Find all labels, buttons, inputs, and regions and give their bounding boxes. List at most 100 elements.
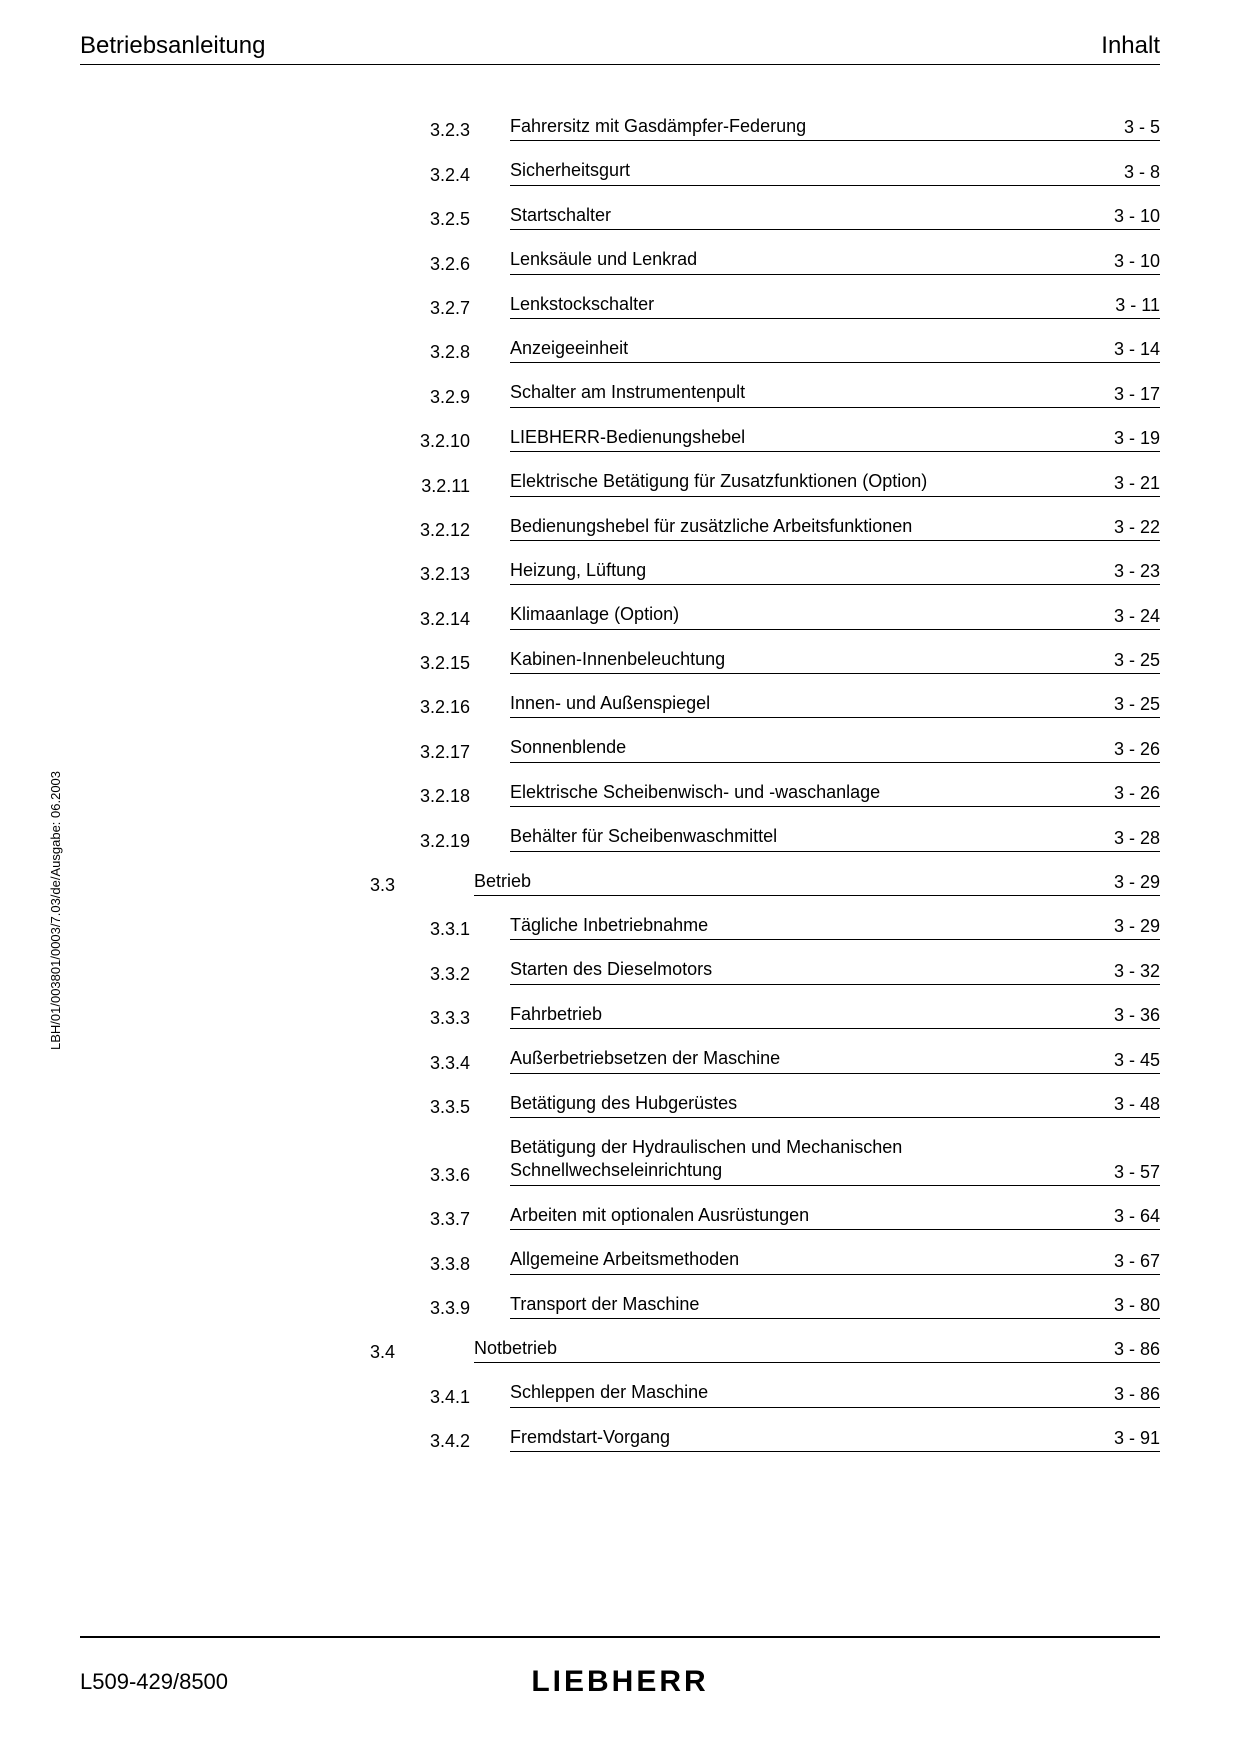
toc-number: 3.2.11 <box>370 476 510 497</box>
toc-row: 3.2.5Startschalter 3 - 10 <box>370 204 1160 230</box>
toc-row: 3.2.12Bedienungshebel für zusätzliche Ar… <box>370 515 1160 541</box>
toc-title: Elektrische Scheibenwisch- und -waschanl… <box>510 781 880 804</box>
toc-number: 3.2.9 <box>370 387 510 408</box>
toc-number: 3.2.5 <box>370 209 510 230</box>
toc-number: 3.2.6 <box>370 254 510 275</box>
toc-title: Heizung, Lüftung <box>510 559 646 582</box>
toc-row: 3.3.8Allgemeine Arbeitsmethoden3 - 67 <box>370 1248 1160 1274</box>
toc-section: 3.4 Notbetrieb 3 - 86 <box>370 1337 1160 1363</box>
toc-page: 3 - 91 <box>1102 1428 1160 1449</box>
toc-title: Schleppen der Maschine <box>510 1381 708 1404</box>
toc-row: 3.2.15Kabinen-Innenbeleuchtung3 - 25 <box>370 648 1160 674</box>
toc-page: 3 - 48 <box>1102 1094 1160 1115</box>
toc-section-number: 3.4 <box>370 1342 420 1363</box>
toc-entry: Fahrersitz mit Gasdämpfer-Federung 3 - 5 <box>510 115 1160 141</box>
toc-title: Sicherheitsgurt <box>510 159 630 182</box>
toc-row: 3.3.2Starten des Dieselmotors3 - 32 <box>370 958 1160 984</box>
toc-number: 3.2.8 <box>370 342 510 363</box>
toc-row: 3.2.10LIEBHERR-Bedienungshebel3 - 19 <box>370 426 1160 452</box>
toc-number: 3.4.1 <box>370 1387 510 1408</box>
toc-number: 3.3.2 <box>370 964 510 985</box>
toc-title: Betätigung der Hydraulischen und Mechani… <box>510 1136 1000 1183</box>
toc-page: 3 - 86 <box>1102 1384 1160 1405</box>
toc-row: 3.2.11Elektrische Betätigung für Zusatzf… <box>370 470 1160 496</box>
toc-number: 3.3.4 <box>370 1053 510 1074</box>
toc-page: 3 - 10 <box>1102 206 1160 227</box>
toc-entry: Außerbetriebsetzen der Maschine 3 - 45 <box>510 1047 1160 1073</box>
toc-title: Startschalter <box>510 204 611 227</box>
toc-number: 3.2.7 <box>370 298 510 319</box>
toc-title: Elektrische Betätigung für Zusatzfunktio… <box>510 470 927 493</box>
toc-page: 3 - 45 <box>1102 1050 1160 1071</box>
toc-number: 3.3.5 <box>370 1097 510 1118</box>
toc-section-title: Betrieb <box>474 870 531 893</box>
toc-page: 3 - 36 <box>1102 1005 1160 1026</box>
toc-title: Fahrbetrieb <box>510 1003 602 1026</box>
toc-row: 3.2.17Sonnenblende 3 - 26 <box>370 736 1160 762</box>
toc-row: 3.3.9Transport der Maschine3 - 80 <box>370 1293 1160 1319</box>
brand-logo: LIEBHERR <box>531 1665 708 1699</box>
toc-section-number: 3.3 <box>370 875 420 896</box>
toc-number: 3.2.14 <box>370 609 510 630</box>
toc-section-page: 3 - 29 <box>1102 872 1160 893</box>
toc-title: Sonnenblende <box>510 736 626 759</box>
toc-number: 3.4.2 <box>370 1431 510 1452</box>
toc-title: Betätigung des Hubgerüstes <box>510 1092 737 1115</box>
toc-row: 3.3.7Arbeiten mit optionalen Ausrüstunge… <box>370 1204 1160 1230</box>
toc-title: Kabinen-Innenbeleuchtung <box>510 648 725 671</box>
toc-page: 3 - 8 <box>1112 162 1160 183</box>
toc-page: 3 - 64 <box>1102 1206 1160 1227</box>
toc-page: 3 - 11 <box>1103 295 1160 316</box>
page-header: Betriebsanleitung Inhalt <box>80 32 1160 65</box>
toc-number: 3.2.17 <box>370 742 510 763</box>
toc-entry: Elektrische Scheibenwisch- und -waschanl… <box>510 781 1160 807</box>
toc-page: 3 - 22 <box>1102 517 1160 538</box>
toc-title: Starten des Dieselmotors <box>510 958 712 981</box>
toc-entry: Betätigung des Hubgerüstes 3 - 48 <box>510 1092 1160 1118</box>
toc-title: Außerbetriebsetzen der Maschine <box>510 1047 780 1070</box>
table-of-contents: 3.2.3Fahrersitz mit Gasdämpfer-Federung3… <box>370 115 1160 1452</box>
toc-row: 3.3.5Betätigung des Hubgerüstes 3 - 48 <box>370 1092 1160 1118</box>
toc-number: 3.2.4 <box>370 165 510 186</box>
toc-row: 3.2.13Heizung, Lüftung3 - 23 <box>370 559 1160 585</box>
toc-row: 3.3.6Betätigung der Hydraulischen und Me… <box>370 1136 1160 1186</box>
toc-page: 3 - 5 <box>1112 117 1160 138</box>
toc-row: 3.3.3Fahrbetrieb3 - 36 <box>370 1003 1160 1029</box>
toc-page: 3 - 25 <box>1102 694 1160 715</box>
toc-page: 3 - 26 <box>1102 783 1160 804</box>
toc-row: 3.2.7Lenkstockschalter 3 - 11 <box>370 293 1160 319</box>
toc-number: 3.2.18 <box>370 786 510 807</box>
toc-row: 3.2.9Schalter am Instrumentenpult3 - 17 <box>370 381 1160 407</box>
toc-entry: Innen- und Außenspiegel3 - 25 <box>510 692 1160 718</box>
toc-page: 3 - 57 <box>1102 1162 1160 1183</box>
toc-entry: Startschalter 3 - 10 <box>510 204 1160 230</box>
toc-title: Behälter für Scheibenwaschmittel <box>510 825 777 848</box>
toc-title: Tägliche Inbetriebnahme <box>510 914 708 937</box>
toc-section-title: Notbetrieb <box>474 1337 557 1360</box>
toc-row: 3.2.3Fahrersitz mit Gasdämpfer-Federung3… <box>370 115 1160 141</box>
toc-number: 3.2.15 <box>370 653 510 674</box>
toc-entry: Tägliche Inbetriebnahme3 - 29 <box>510 914 1160 940</box>
toc-entry: Sicherheitsgurt 3 - 8 <box>510 159 1160 185</box>
toc-title: Bedienungshebel für zusätzliche Arbeitsf… <box>510 515 912 538</box>
toc-title: Fahrersitz mit Gasdämpfer-Federung <box>510 115 806 138</box>
toc-number: 3.2.13 <box>370 564 510 585</box>
toc-title: Lenkstockschalter <box>510 293 654 316</box>
toc-title: Anzeigeeinheit <box>510 337 628 360</box>
toc-entry: Klimaanlage (Option)3 - 24 <box>510 603 1160 629</box>
page-footer: L509-429/8500 LIEBHERR <box>80 1669 1160 1695</box>
toc-entry: Elektrische Betätigung für Zusatzfunktio… <box>510 470 1160 496</box>
toc-entry: Fremdstart-Vorgang 3 - 91 <box>510 1426 1160 1452</box>
toc-entry: Schalter am Instrumentenpult3 - 17 <box>510 381 1160 407</box>
toc-number: 3.3.9 <box>370 1298 510 1319</box>
toc-row: 3.4.1Schleppen der Maschine 3 - 86 <box>370 1381 1160 1407</box>
toc-page: 3 - 14 <box>1102 339 1160 360</box>
toc-title: Lenksäule und Lenkrad <box>510 248 697 271</box>
toc-page: 3 - 26 <box>1102 739 1160 760</box>
toc-number: 3.3.8 <box>370 1254 510 1275</box>
toc-title: Transport der Maschine <box>510 1293 699 1316</box>
toc-entry: LIEBHERR-Bedienungshebel3 - 19 <box>510 426 1160 452</box>
toc-title: Fremdstart-Vorgang <box>510 1426 670 1449</box>
side-vertical-text: LBH/01/003801/0003/7.03/de/Ausgabe: 06.2… <box>48 771 63 1050</box>
footer-divider <box>80 1636 1160 1638</box>
